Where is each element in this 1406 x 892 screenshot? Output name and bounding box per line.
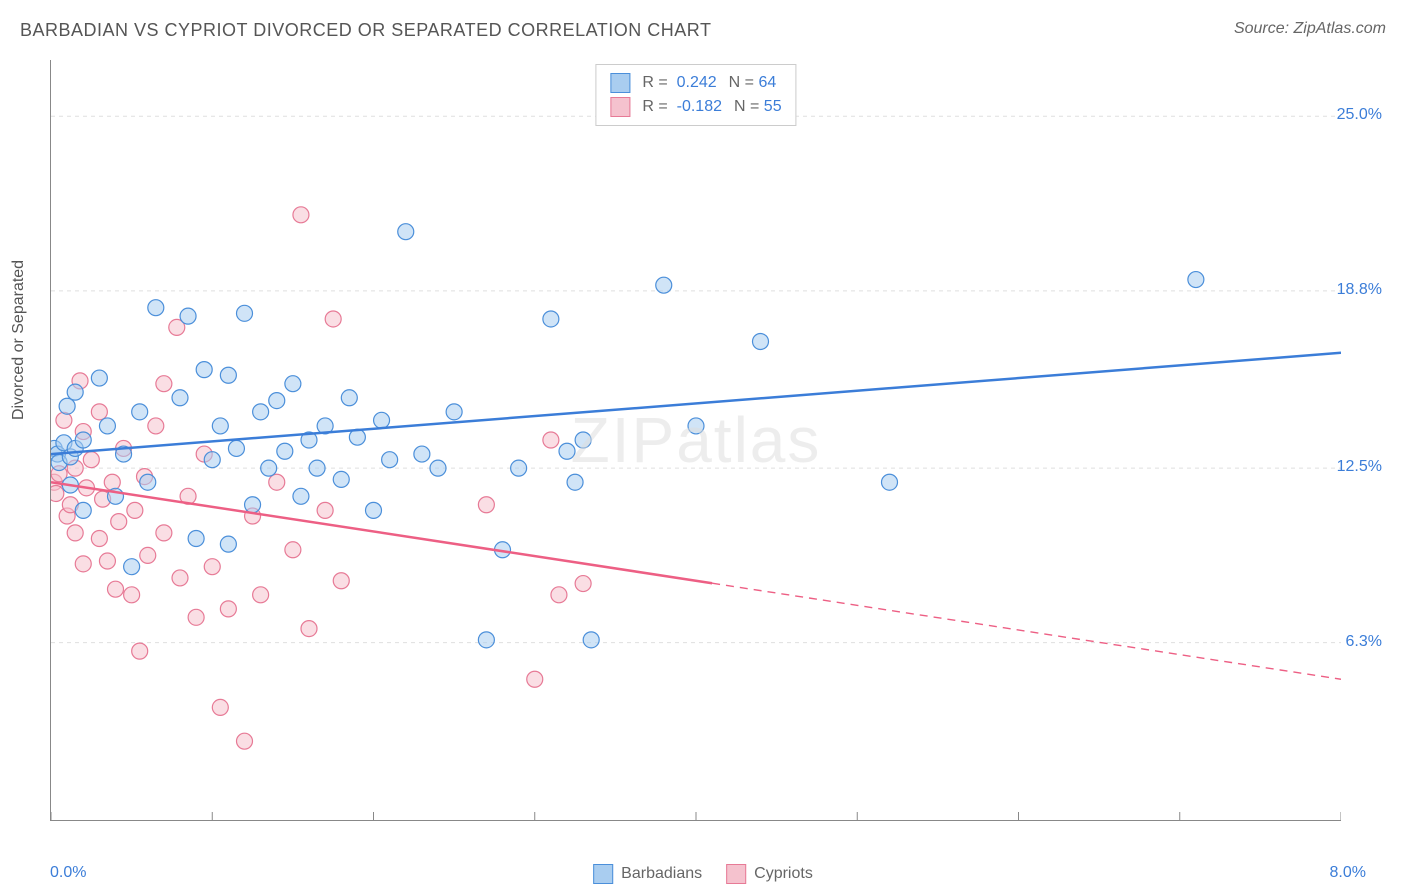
source-prefix: Source: — [1234, 20, 1294, 37]
legend-swatch — [593, 864, 613, 884]
legend-correlation-row: R = -0.182 N = 55 — [610, 95, 781, 119]
x-axis-min-label: 0.0% — [50, 864, 86, 882]
legend-swatch — [610, 97, 630, 117]
legend-series-item: Cypriots — [726, 864, 813, 884]
y-axis-label: Divorced or Separated — [10, 260, 28, 420]
legend-n-label: N = 64 — [729, 71, 777, 95]
source-attribution: Source: ZipAtlas.com — [1234, 20, 1386, 38]
legend-r-label: R = -0.182 — [642, 95, 722, 119]
legend-correlation-row: R = 0.242 N = 64 — [610, 71, 781, 95]
legend-swatch — [726, 864, 746, 884]
x-axis-max-label: 8.0% — [1330, 864, 1366, 882]
series-legend: Barbadians Cypriots — [593, 864, 813, 884]
legend-n-label: N = 55 — [734, 95, 782, 119]
legend-r-label: R = 0.242 — [642, 71, 716, 95]
source-name: ZipAtlas.com — [1294, 20, 1386, 37]
legend-swatch — [610, 73, 630, 93]
correlation-legend: R = 0.242 N = 64 R = -0.182 N = 55 — [595, 64, 796, 126]
y-grid-label: 12.5% — [1337, 458, 1382, 476]
legend-series-item: Barbadians — [593, 864, 702, 884]
scatter-svg — [51, 60, 1341, 820]
chart-title: BARBADIAN VS CYPRIOT DIVORCED OR SEPARAT… — [20, 20, 711, 40]
y-grid-label: 6.3% — [1346, 633, 1382, 651]
chart-plot-area: ZIPatlas R = 0.242N = 64R = -0.182N = 55 — [50, 60, 1341, 821]
y-grid-label: 18.8% — [1337, 281, 1382, 299]
legend-series-label: Cypriots — [754, 865, 813, 883]
y-grid-label: 25.0% — [1337, 106, 1382, 124]
legend-series-label: Barbadians — [621, 865, 702, 883]
